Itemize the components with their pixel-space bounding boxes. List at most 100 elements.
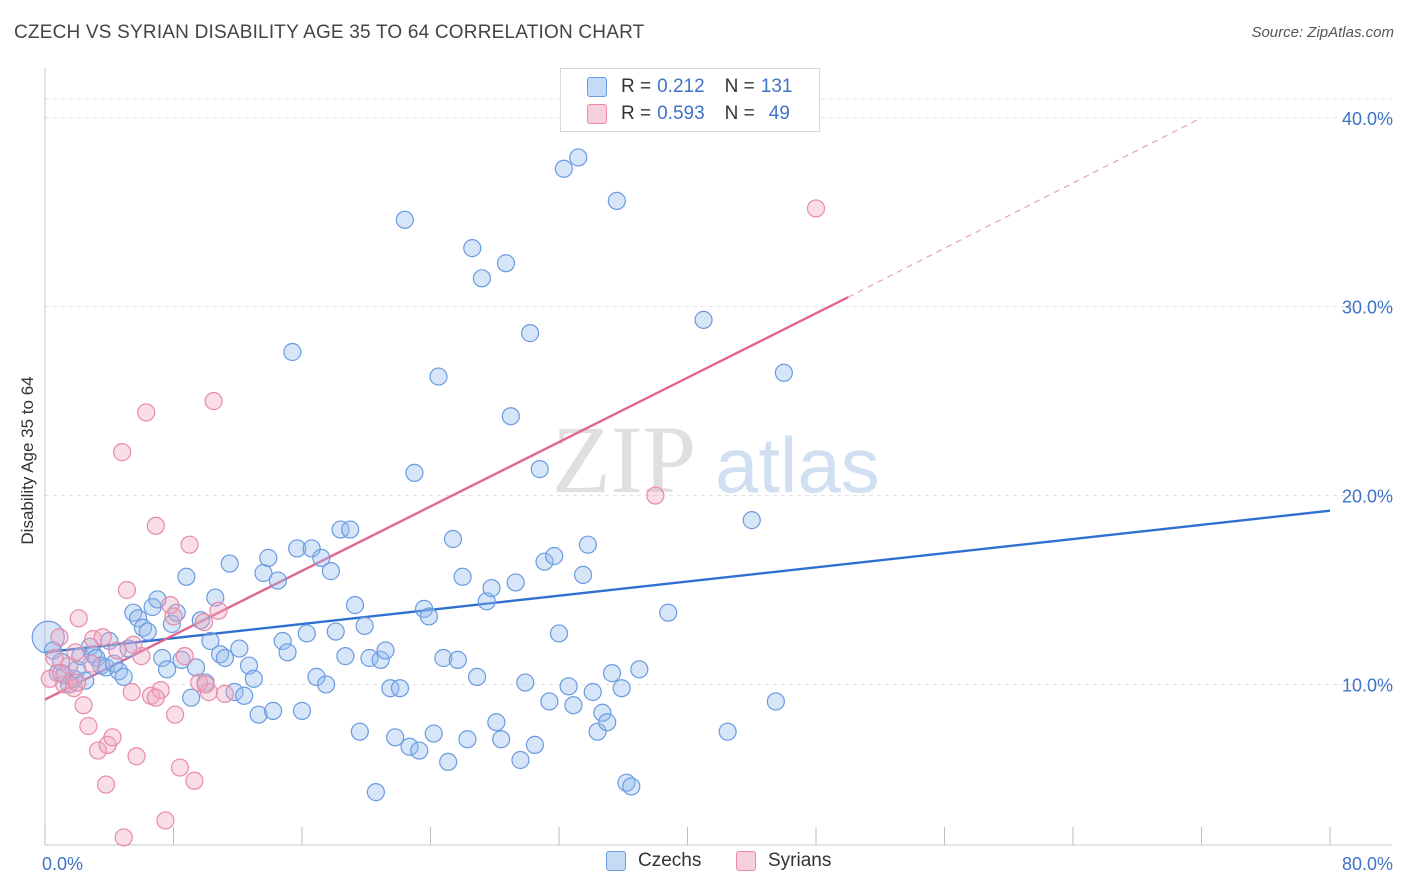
point-czechs bbox=[283, 342, 302, 362]
y-tick-label: 30.0% bbox=[1342, 298, 1393, 318]
series-legend: Czechs Syrians bbox=[0, 850, 1406, 878]
point-czechs bbox=[157, 660, 177, 679]
point-syrians bbox=[112, 443, 132, 462]
watermark-atlas: atlas bbox=[715, 421, 880, 509]
x-tick-label: 80.0% bbox=[1342, 854, 1393, 874]
point-czechs bbox=[593, 703, 612, 722]
legend-swatch-czechs bbox=[587, 77, 607, 97]
point-syrians bbox=[146, 516, 165, 535]
point-czechs bbox=[316, 675, 336, 694]
legend-swatch-syrians bbox=[587, 104, 607, 124]
legend-label-syrians: Syrians bbox=[768, 850, 832, 871]
point-czechs bbox=[630, 660, 649, 679]
point-czechs bbox=[307, 667, 326, 686]
legend-swatch-syrians bbox=[736, 851, 756, 871]
point-syrians bbox=[117, 580, 137, 600]
legend-item-syrians[interactable]: Syrians bbox=[736, 850, 831, 872]
point-czechs bbox=[312, 548, 331, 567]
point-czechs bbox=[429, 367, 448, 386]
point-czechs bbox=[742, 511, 761, 530]
point-czechs bbox=[124, 603, 143, 622]
point-syrians bbox=[164, 607, 183, 626]
point-czechs bbox=[395, 210, 414, 229]
point-czechs bbox=[153, 648, 172, 668]
point-czechs bbox=[583, 682, 602, 702]
point-czechs bbox=[659, 603, 678, 622]
legend-row-syrians: R = 0.593 N = 49 bbox=[587, 101, 790, 127]
data-points bbox=[31, 148, 826, 847]
point-czechs bbox=[400, 737, 419, 756]
point-czechs bbox=[612, 679, 631, 698]
point-czechs bbox=[506, 573, 525, 592]
point-syrians bbox=[114, 828, 133, 847]
point-syrians bbox=[79, 716, 98, 736]
point-czechs bbox=[458, 730, 477, 749]
axes bbox=[44, 68, 1392, 846]
point-syrians bbox=[122, 682, 141, 702]
point-czechs bbox=[230, 639, 249, 658]
y-tick-label: 20.0% bbox=[1342, 487, 1393, 507]
point-czechs bbox=[259, 548, 278, 567]
point-syrians bbox=[185, 771, 204, 790]
r-label: R = bbox=[621, 103, 652, 124]
point-czechs bbox=[138, 622, 157, 641]
point-czechs bbox=[273, 631, 292, 651]
point-czechs bbox=[774, 363, 793, 382]
point-czechs bbox=[525, 735, 545, 754]
point-czechs bbox=[496, 254, 516, 273]
point-czechs bbox=[549, 624, 569, 643]
point-czechs bbox=[345, 596, 365, 615]
point-czechs bbox=[244, 669, 263, 688]
point-czechs bbox=[578, 535, 598, 554]
point-syrians bbox=[68, 673, 87, 692]
point-czechs bbox=[321, 562, 341, 581]
correlation-legend: R = 0.212 N = 131 R = 0.593 N = 49 bbox=[560, 68, 820, 132]
point-syrians bbox=[82, 654, 101, 673]
point-czechs bbox=[177, 567, 196, 586]
point-syrians bbox=[146, 688, 165, 707]
y-tick-label: 40.0% bbox=[1342, 109, 1393, 129]
point-czechs bbox=[201, 631, 220, 651]
legend-label-czechs: Czechs bbox=[638, 850, 702, 871]
point-czechs bbox=[109, 662, 128, 681]
point-syrians bbox=[209, 601, 228, 620]
series-czechs bbox=[31, 148, 793, 802]
point-czechs bbox=[114, 667, 133, 686]
point-czechs bbox=[381, 679, 400, 698]
point-syrians bbox=[161, 596, 180, 615]
point-czechs bbox=[535, 552, 554, 571]
point-syrians bbox=[88, 741, 108, 760]
point-czechs bbox=[405, 463, 424, 482]
point-czechs bbox=[602, 664, 622, 683]
point-syrians bbox=[50, 628, 69, 647]
point-czechs bbox=[588, 722, 607, 741]
point-czechs bbox=[448, 650, 467, 669]
r-value: 0.212 bbox=[657, 76, 705, 97]
point-czechs bbox=[516, 673, 535, 692]
point-czechs bbox=[386, 728, 405, 747]
point-czechs bbox=[371, 650, 390, 669]
point-czechs bbox=[410, 741, 429, 760]
point-czechs bbox=[263, 701, 283, 720]
point-czechs bbox=[694, 310, 713, 329]
point-czechs bbox=[718, 722, 737, 741]
point-syrians bbox=[103, 728, 122, 747]
point-czechs bbox=[520, 324, 540, 343]
point-czechs bbox=[467, 667, 487, 686]
point-czechs bbox=[492, 730, 511, 749]
series-syrians bbox=[40, 199, 826, 847]
point-czechs bbox=[366, 783, 385, 802]
trend-lines bbox=[44, 117, 1331, 701]
n-value: 49 bbox=[768, 103, 790, 124]
point-syrians bbox=[74, 696, 93, 715]
point-syrians bbox=[156, 811, 175, 830]
point-czechs bbox=[501, 407, 520, 426]
point-syrians bbox=[127, 747, 146, 766]
point-czechs bbox=[191, 611, 210, 630]
point-czechs bbox=[511, 750, 530, 770]
point-syrians bbox=[190, 673, 209, 692]
point-czechs bbox=[360, 648, 379, 668]
point-czechs bbox=[331, 520, 350, 539]
legend-item-czechs[interactable]: Czechs bbox=[606, 850, 701, 872]
